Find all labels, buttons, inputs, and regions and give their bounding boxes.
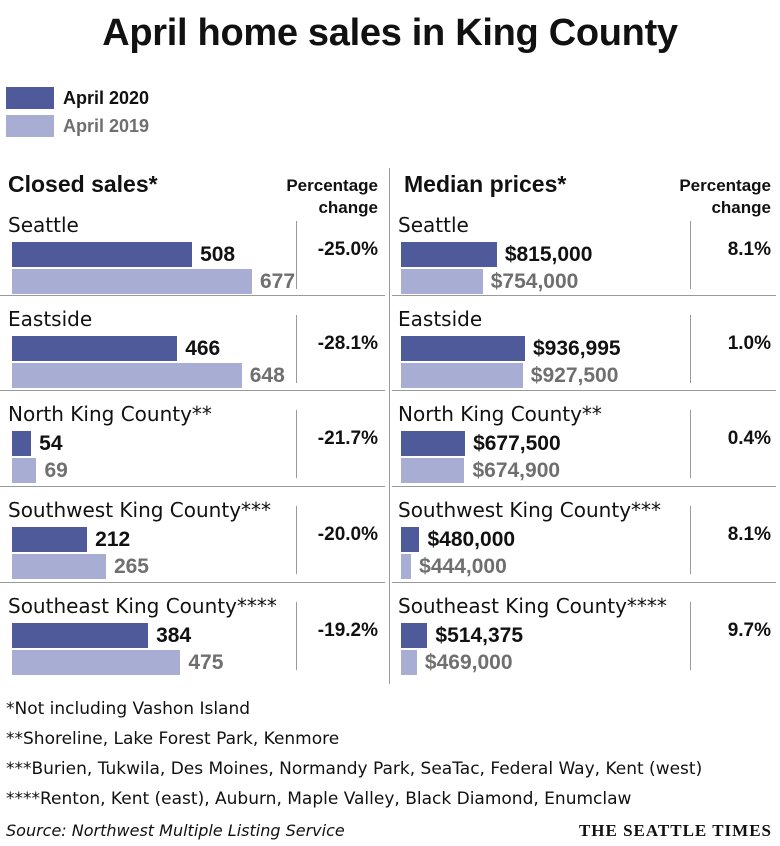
source-note: Source: Northwest Multiple Listing Servi… xyxy=(6,821,345,840)
closed-sales-region-label: Southeast King County**** xyxy=(8,594,277,618)
median-prices-bar-2019 xyxy=(401,458,465,483)
closed-sales-bar-2019 xyxy=(12,363,242,388)
median-prices-row-divider xyxy=(392,390,776,391)
footnote-3: ***Burien, Tukwila, Des Moines, Normandy… xyxy=(6,759,703,779)
pct-header-line2: change xyxy=(318,198,378,217)
closed-sales-pct-separator xyxy=(296,602,297,670)
median-prices-row-divider xyxy=(392,295,776,296)
median-prices-pct-change: 8.1% xyxy=(727,524,771,545)
closed-sales-row-divider xyxy=(0,486,385,487)
median-prices-pct-change: 8.1% xyxy=(727,239,771,260)
closed-sales-bar-2020 xyxy=(12,527,88,552)
closed-sales-title: Closed sales* xyxy=(8,171,158,197)
median-prices-value-2020: $677,500 xyxy=(473,432,561,455)
closed-sales-bar-2020 xyxy=(12,336,178,361)
median-prices-region-label: Eastside xyxy=(398,307,483,331)
closed-sales-row-divider xyxy=(0,295,385,296)
closed-sales-pct-change: -21.7% xyxy=(317,428,378,449)
closed-sales-pct-change: -25.0% xyxy=(317,239,378,260)
legend-label-2019: April 2019 xyxy=(63,116,150,136)
closed-sales-value-2020: 466 xyxy=(185,337,221,360)
closed-sales-bar-2020 xyxy=(12,242,193,267)
closed-sales-pct-change: -19.2% xyxy=(317,620,378,641)
closed-sales-pct-separator xyxy=(296,315,297,383)
legend-label-2020: April 2020 xyxy=(63,88,150,108)
footnote-2: **Shoreline, Lake Forest Park, Kenmore xyxy=(6,729,340,749)
median-prices-bar-2020 xyxy=(401,242,497,267)
closed-sales-value-2019: 677 xyxy=(260,270,296,293)
closed-sales-pct-change: -28.1% xyxy=(317,333,378,354)
median-prices-bar-2020 xyxy=(401,431,466,456)
median-prices-bar-2020 xyxy=(401,527,420,552)
median-prices-value-2019: $754,000 xyxy=(490,270,579,293)
pct-header-line2: change xyxy=(711,198,771,217)
median-prices-title: Median prices* xyxy=(404,171,567,197)
median-prices-region-label: North King County** xyxy=(398,402,602,426)
median-prices-bar-2019 xyxy=(401,554,412,579)
pct-header-line1: Percentage xyxy=(286,176,378,195)
closed-sales-bar-2019 xyxy=(12,458,37,483)
footnote-4: ****Renton, Kent (east), Auburn, Maple V… xyxy=(6,789,632,809)
closed-sales-region-label: Southwest King County*** xyxy=(8,498,272,522)
median-prices-bar-2019 xyxy=(401,363,523,388)
closed-sales-row-divider xyxy=(0,582,385,583)
closed-sales-value-2019: 265 xyxy=(113,555,149,578)
median-prices-bar-2020 xyxy=(401,336,525,361)
median-prices-value-2019: $469,000 xyxy=(424,651,513,674)
closed-sales-pct-change: -20.0% xyxy=(317,524,378,545)
closed-sales-pct-separator xyxy=(296,506,297,574)
legend-swatch-2020 xyxy=(6,87,54,109)
closed-sales-bar-2019 xyxy=(12,554,106,579)
median-prices-value-2020: $480,000 xyxy=(427,528,516,551)
closed-sales-value-2020: 508 xyxy=(200,243,236,266)
closed-sales-bar-2019 xyxy=(12,650,181,675)
closed-sales-bar-2020 xyxy=(12,431,32,456)
median-prices-pct-header: Percentage change xyxy=(655,175,771,219)
median-prices-pct-change: 9.7% xyxy=(727,620,771,641)
closed-sales-value-2019: 69 xyxy=(44,459,68,482)
median-prices-row-divider xyxy=(392,582,776,583)
median-prices-bar-2020 xyxy=(401,623,428,648)
median-prices-pct-change: 1.0% xyxy=(727,333,771,354)
median-prices-pct-separator xyxy=(690,315,691,383)
closed-sales-value-2020: 384 xyxy=(156,624,192,647)
closed-sales-value-2019: 648 xyxy=(249,364,285,387)
closed-sales-region-label: North King County** xyxy=(8,402,212,426)
footnote-1: *Not including Vashon Island xyxy=(6,699,251,719)
median-prices-value-2020: $936,995 xyxy=(533,337,621,360)
median-prices-pct-separator xyxy=(690,506,691,574)
closed-sales-pct-separator xyxy=(296,410,297,478)
chart-title: April home sales in King County xyxy=(102,12,678,54)
closed-sales-row-divider xyxy=(0,390,385,391)
publisher-logo: THE SEATTLE TIMES xyxy=(578,821,772,840)
closed-sales-pct-separator xyxy=(296,221,297,289)
median-prices-pct-separator xyxy=(690,221,691,289)
median-prices-region-label: Southwest King County*** xyxy=(398,498,662,522)
closed-sales-bar-2019 xyxy=(12,269,252,294)
median-prices-bar-2019 xyxy=(401,269,483,294)
median-prices-value-2019: $444,000 xyxy=(419,555,507,578)
closed-sales-value-2020: 54 xyxy=(39,432,63,455)
median-prices-pct-change: 0.4% xyxy=(727,428,771,449)
median-prices-pct-separator xyxy=(690,410,691,478)
median-prices-bar-2019 xyxy=(401,650,417,675)
legend-swatch-2019 xyxy=(6,115,54,137)
median-prices-value-2019: $674,900 xyxy=(472,459,561,482)
median-prices-pct-separator xyxy=(690,602,691,670)
median-prices-value-2019: $927,500 xyxy=(530,364,619,387)
closed-sales-region-label: Eastside xyxy=(8,307,93,331)
pct-header-line1: Percentage xyxy=(679,176,771,195)
median-prices-region-label: Seattle xyxy=(398,213,469,237)
median-prices-region-label: Southeast King County**** xyxy=(398,594,667,618)
closed-sales-pct-header: Percentage change xyxy=(266,175,378,219)
closed-sales-value-2019: 475 xyxy=(188,651,224,674)
median-prices-value-2020: $815,000 xyxy=(504,243,593,266)
closed-sales-value-2020: 212 xyxy=(95,528,131,551)
closed-sales-region-label: Seattle xyxy=(8,213,79,237)
median-prices-row-divider xyxy=(392,486,776,487)
panel-divider xyxy=(389,168,390,684)
median-prices-value-2020: $514,375 xyxy=(435,624,523,647)
closed-sales-bar-2020 xyxy=(12,623,149,648)
